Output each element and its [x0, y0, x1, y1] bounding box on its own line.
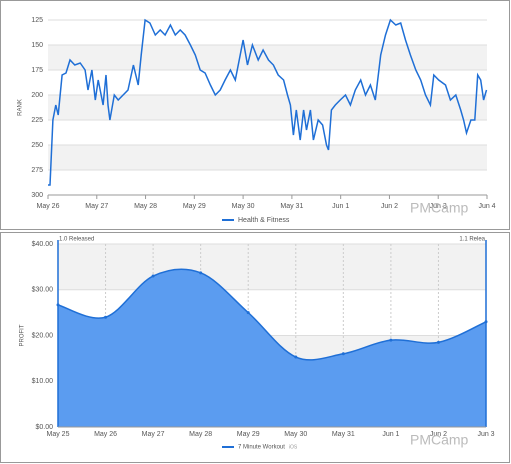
x-tick-label: May 30: [232, 203, 255, 210]
grid-band: [48, 145, 487, 170]
grid-band: [48, 95, 487, 120]
x-tick-label: Jun 2: [381, 203, 398, 210]
data-point: [199, 271, 203, 275]
x-tick-label: Jun 3: [430, 203, 447, 210]
area-line: [57, 268, 487, 361]
panel-frame: [0, 232, 510, 463]
y-tick-label: 300: [31, 192, 43, 199]
legend-label: 7 Minute Workout: [238, 445, 285, 451]
grid-band: [58, 244, 486, 290]
data-point: [104, 315, 108, 319]
data-point: [246, 311, 250, 315]
area-fill: [58, 269, 486, 427]
data-point: [341, 352, 345, 356]
release-label: 1.0 Released: [59, 237, 94, 243]
x-tick-label: Jun 1: [332, 203, 349, 210]
data-point: [294, 355, 298, 359]
y-tick-label: $10.00: [32, 378, 54, 385]
x-tick-label: Jun 2: [430, 431, 447, 438]
x-tick-label: May 31: [280, 203, 303, 210]
x-tick-label: May 31: [332, 431, 355, 438]
release-label: 1.1 Relea: [459, 237, 485, 243]
x-tick-label: May 29: [183, 203, 206, 210]
y-tick-label: 200: [31, 92, 43, 99]
x-tick-label: Jun 3: [477, 431, 494, 438]
panel-frame: [0, 0, 510, 230]
y-tick-label: 225: [31, 117, 43, 124]
y-tick-label: 150: [31, 42, 43, 49]
legend-note: iOS: [289, 444, 298, 450]
y-tick-label: 125: [31, 17, 43, 24]
data-point: [151, 274, 155, 278]
legend-label: Health & Fitness: [238, 217, 290, 224]
x-tick-label: May 28: [189, 431, 212, 438]
x-tick-label: May 26: [94, 431, 117, 438]
x-tick-label: May 27: [85, 203, 108, 210]
x-tick-label: Jun 4: [478, 203, 495, 210]
y-tick-label: $20.00: [32, 332, 54, 339]
y-tick-label: 250: [31, 142, 43, 149]
y-tick-label: $40.00: [32, 241, 54, 248]
y-tick-label: $30.00: [32, 287, 54, 294]
watermark: PMCamp: [410, 432, 469, 448]
y-axis-label: PROFIT: [20, 324, 26, 346]
data-point: [436, 340, 440, 344]
x-tick-label: May 26: [37, 203, 60, 210]
line-series: [48, 18, 488, 186]
y-tick-label: $0.00: [35, 424, 53, 431]
x-tick-label: May 29: [237, 431, 260, 438]
y-tick-label: 275: [31, 167, 43, 174]
watermark: PMCamp: [410, 200, 469, 216]
x-tick-label: Jun 1: [382, 431, 399, 438]
y-axis-label: RANK: [18, 99, 24, 116]
x-tick-label: May 25: [47, 431, 70, 438]
x-tick-label: May 30: [284, 431, 307, 438]
x-tick-label: May 27: [142, 431, 165, 438]
data-point: [389, 338, 393, 342]
x-tick-label: May 28: [134, 203, 157, 210]
y-tick-label: 175: [31, 67, 43, 74]
